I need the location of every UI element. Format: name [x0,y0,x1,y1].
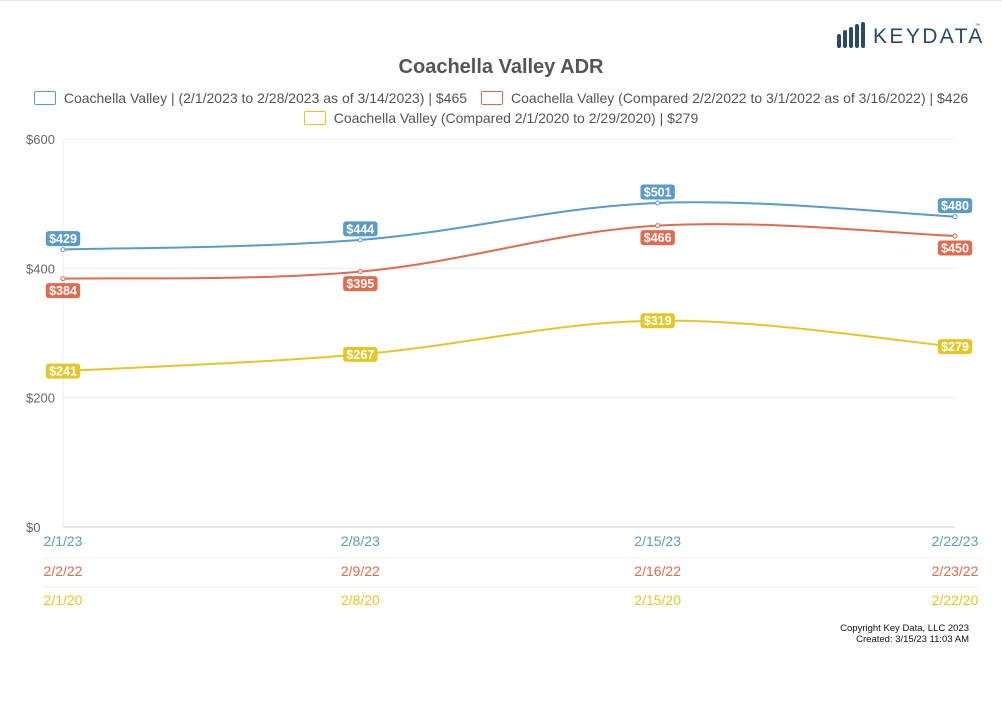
legend-row-2: Coachella Valley (Compared 2/1/2020 to 2… [0,110,1002,126]
chart-plot: $0 $200 $400 $600 2/1/23 2/8/23 2/15/23 2/22/23… [26,132,980,608]
series-line-3 [62,319,956,373]
data-label: $395 [346,277,374,291]
x-tick-label: 2/22/23 [932,533,979,549]
x-tick-label: 2/15/23 [634,533,681,549]
data-label: $267 [346,348,374,362]
data-point [357,269,363,275]
data-point [60,276,66,282]
copyright-text: Copyright Key Data, LLC 2023 [840,623,969,634]
data-label-bg [45,231,81,247]
data-point [60,247,66,253]
logo-bars-icon [837,22,865,48]
legend-row-1: Coachella Valley | (2/1/2023 to 2/28/202… [0,90,1002,106]
data-label-bg [343,346,378,362]
y-tick-label: $200 [26,391,55,406]
data-point [655,200,661,206]
data-label: $279 [941,340,969,354]
data-label: $501 [644,186,672,200]
data-label-bg [640,313,675,329]
legend-item-series-1[interactable]: Coachella Valley | (2/1/2023 to 2/28/202… [33,90,468,106]
y-tick-label: $400 [26,261,55,276]
data-label-bg [640,230,675,246]
data-label: $429 [49,232,77,246]
created-timestamp: Created: 3/15/23 11:03 AM [856,634,969,645]
x-tick-label: 2/2/22 [44,563,83,579]
data-point [655,223,661,229]
top-divider [0,0,1002,1]
x-tick-label: 2/8/23 [341,533,380,549]
series-line-1 [62,201,956,251]
copyright-block: Copyright Key Data, LLC 2023 Created: 3/… [840,623,969,645]
x-tick-label: 2/1/20 [44,592,83,608]
logo-text: KEYDATA [873,25,985,48]
data-label-bg [343,276,378,292]
legend-label-series-2: Coachella Valley (Compared 2/2/2022 to 3… [511,90,969,106]
legend-swatch-series-1 [33,91,56,105]
logo-trademark: ™ [975,23,980,29]
legend-label-series-3: Coachella Valley (Compared 2/1/2020 to 2… [333,110,699,126]
x-tick-label: 2/9/22 [341,563,380,579]
data-label-bg [45,283,81,299]
legend-swatch-series-3 [303,111,326,125]
data-label: $466 [644,231,672,245]
legend-swatch-series-2 [481,91,504,105]
x-tick-label: 2/22/20 [932,592,979,608]
data-label: $480 [941,199,969,213]
x-tick-label: 2/16/22 [634,563,681,579]
legend-item-series-3[interactable]: Coachella Valley (Compared 2/1/2020 to 2… [303,110,699,126]
data-label: $241 [49,365,77,379]
data-point [952,233,958,239]
x-tick-label: 2/15/20 [634,592,681,608]
data-label-bg [937,339,973,355]
data-label: $384 [49,284,77,298]
data-label-bg [45,363,81,379]
legend-label-series-1: Coachella Valley | (2/1/2023 to 2/28/202… [63,90,468,106]
x-tick-label: 2/8/20 [341,592,380,608]
series-line-2 [62,223,956,280]
y-tick-label: $600 [26,132,55,147]
chart-title: Coachella Valley ADR [398,56,604,78]
data-label-bg [937,240,973,256]
data-label: $319 [644,314,672,328]
x-tick-label: 2/23/22 [932,563,979,579]
data-point [952,214,958,220]
data-point [357,237,363,243]
data-label-bg [937,198,973,214]
data-label-bg [640,184,675,200]
keydata-logo: KEYDATA ™ [837,22,997,52]
data-label: $450 [941,242,969,256]
data-label-bg [343,221,378,237]
x-tick-label: 2/1/23 [44,533,83,549]
y-tick-label: $0 [26,520,40,535]
data-label: $444 [346,222,374,236]
legend-item-series-2[interactable]: Coachella Valley (Compared 2/2/2022 to 3… [481,90,968,106]
